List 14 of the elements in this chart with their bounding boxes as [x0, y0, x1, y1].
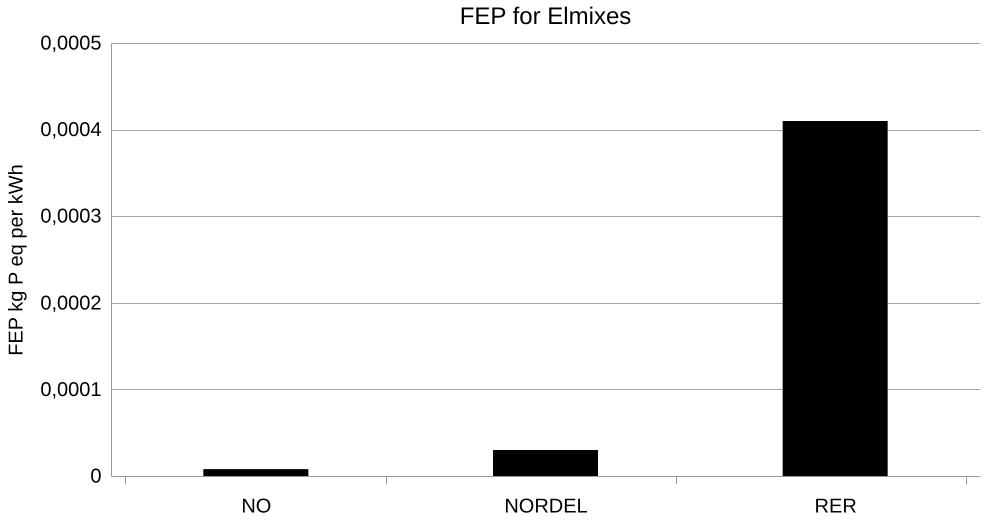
chart-title: FEP for Elmixes	[460, 3, 632, 30]
x-tick-label: NORDEL	[504, 496, 588, 518]
x-tick-label: RER	[814, 496, 857, 518]
y-tick-label: 0	[90, 466, 102, 488]
y-tick-label: 0,0002	[40, 292, 102, 314]
y-tick-label: 0,0005	[40, 32, 102, 54]
y-tick-label: 0,0003	[40, 206, 102, 228]
x-tick-label: NO	[241, 496, 272, 518]
y-axis-title: FEP kg P eq per kWh	[5, 164, 28, 356]
bar	[493, 450, 598, 476]
bar	[782, 120, 888, 476]
y-tick-label: 0,0004	[40, 119, 102, 142]
bar	[203, 469, 308, 476]
y-tick-label: 0,0001	[40, 378, 102, 401]
